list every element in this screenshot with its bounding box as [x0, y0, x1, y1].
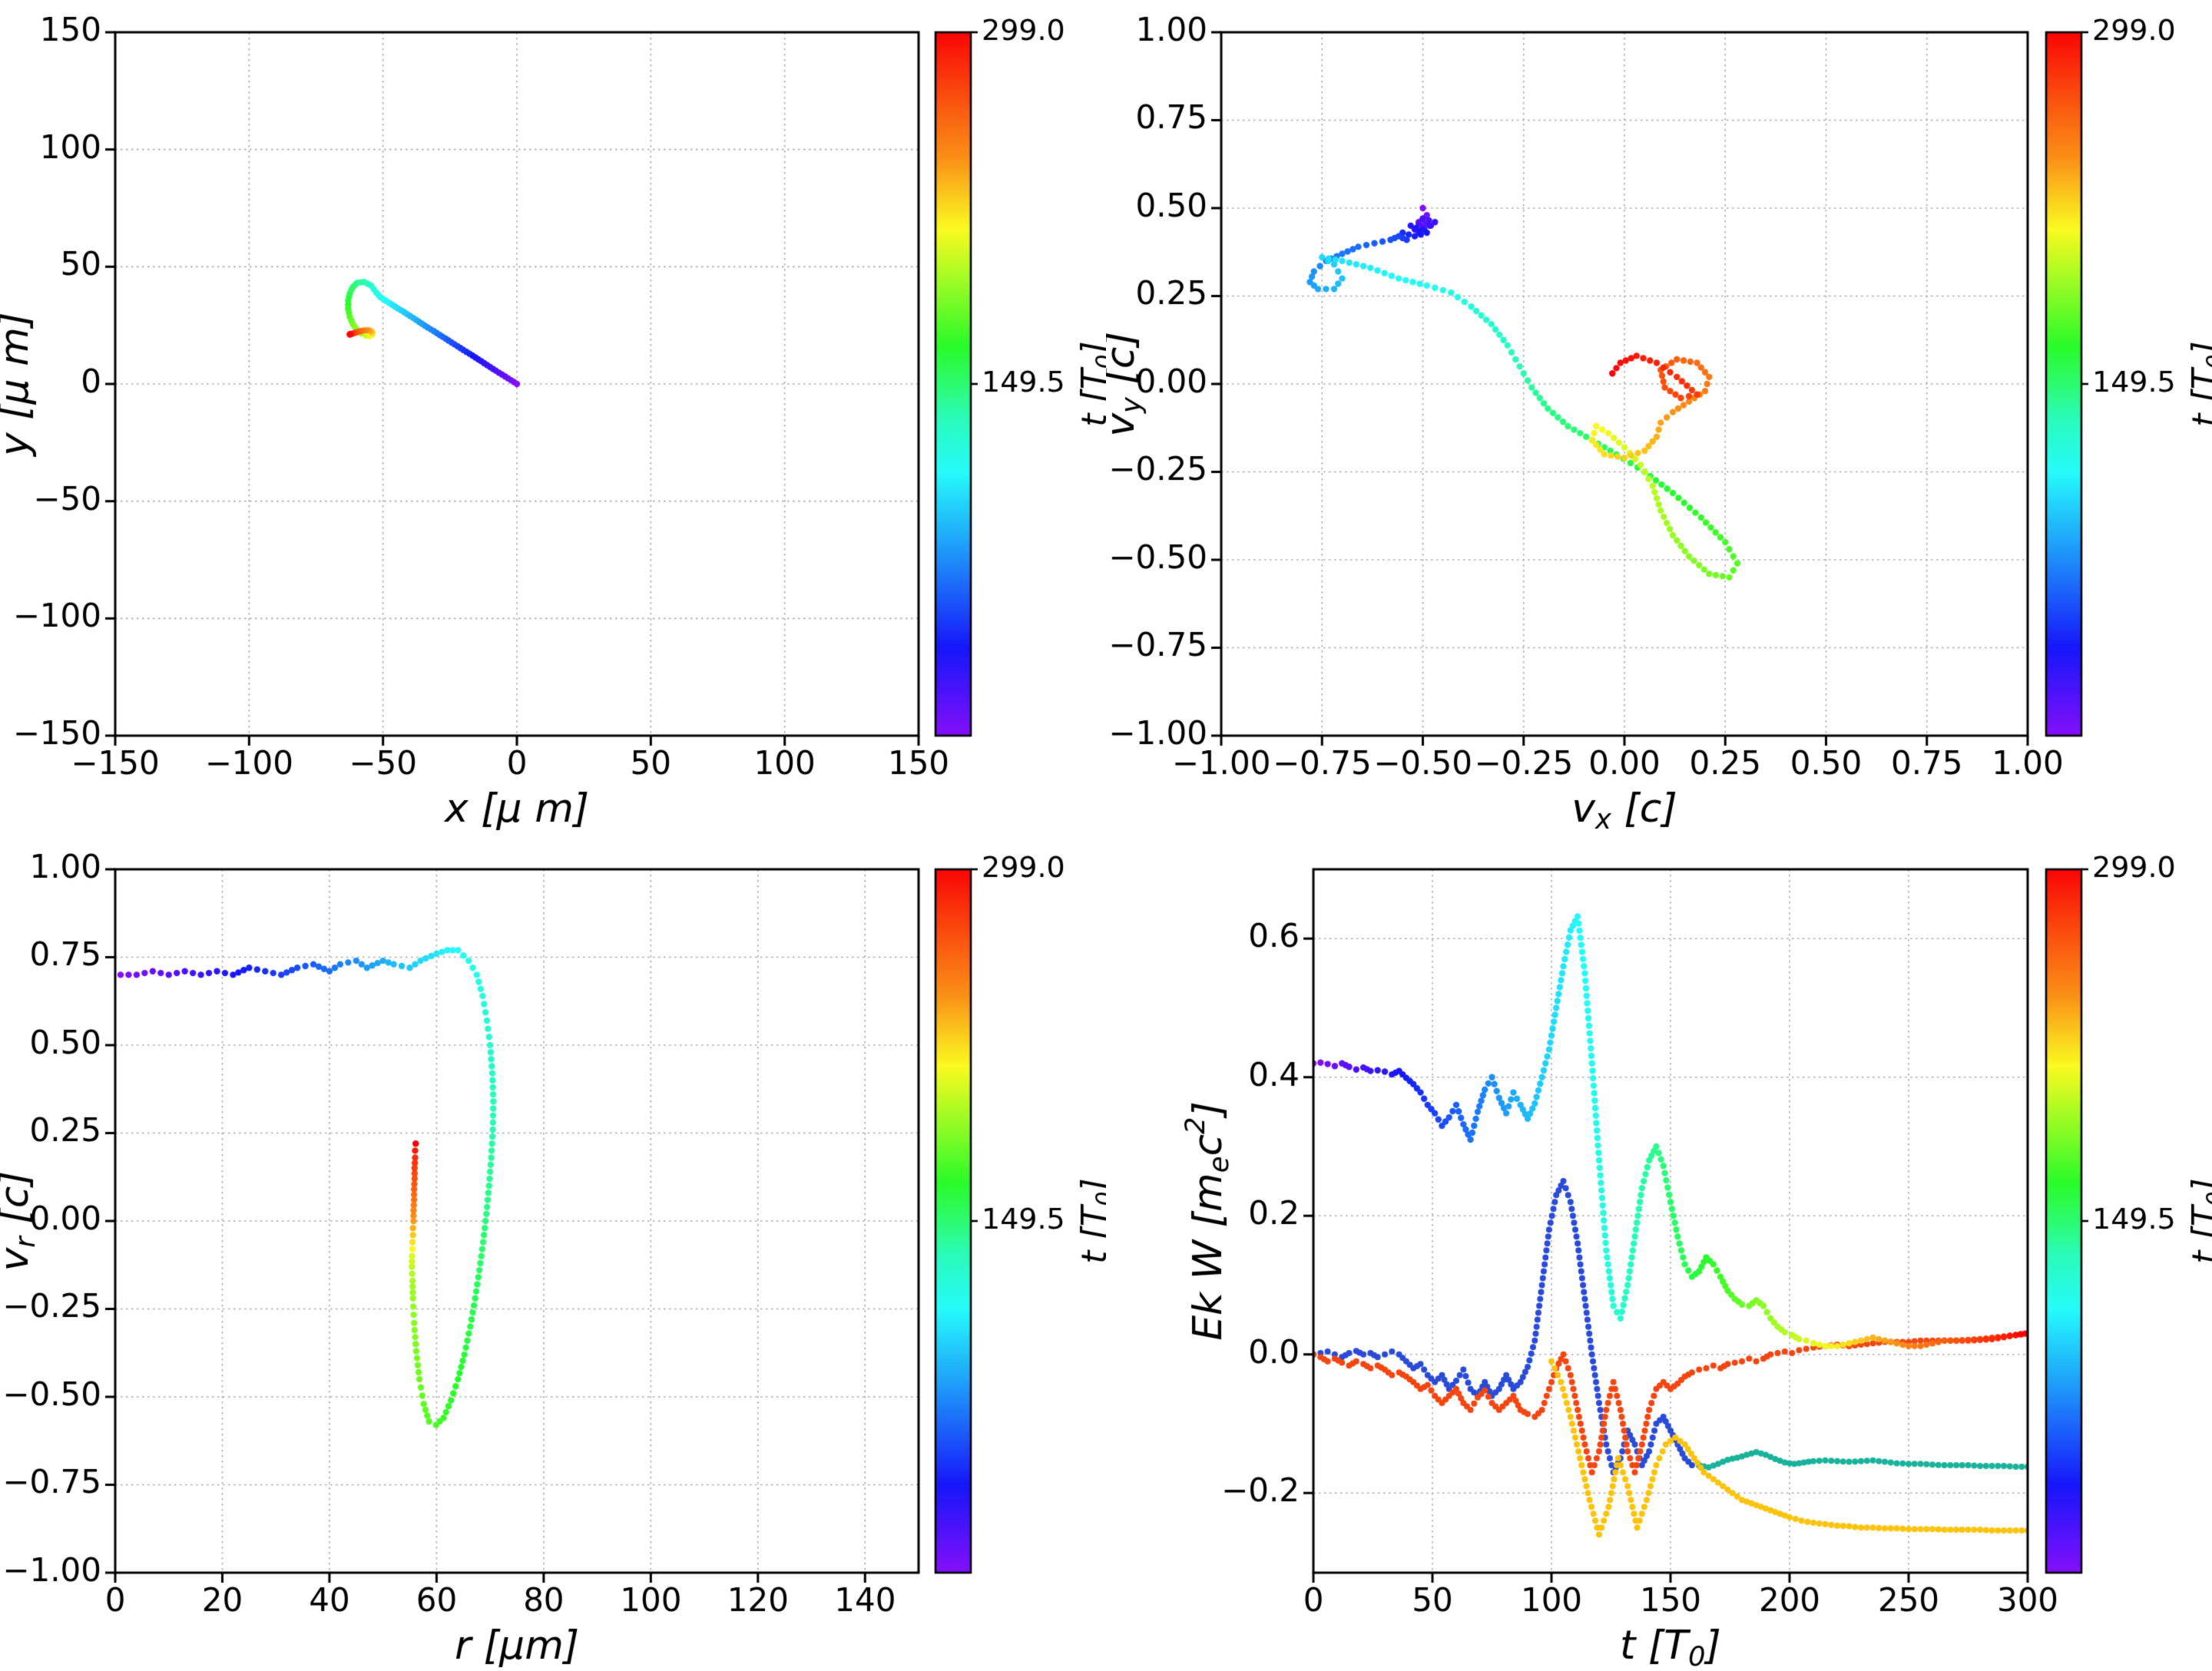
subplot-trajectory-xy	[0, 0, 1106, 836]
subplot-velocity-space	[1106, 0, 2212, 836]
subplot-energy-work	[1106, 836, 2212, 1671]
subplot-radial-phase-canvas	[0, 836, 1106, 1671]
subplot-radial-phase	[0, 836, 1106, 1671]
subplot-trajectory-xy-canvas	[0, 0, 1106, 836]
subplot-velocity-space-canvas	[1106, 0, 2212, 836]
subplot-energy-work-canvas	[1106, 836, 2212, 1671]
